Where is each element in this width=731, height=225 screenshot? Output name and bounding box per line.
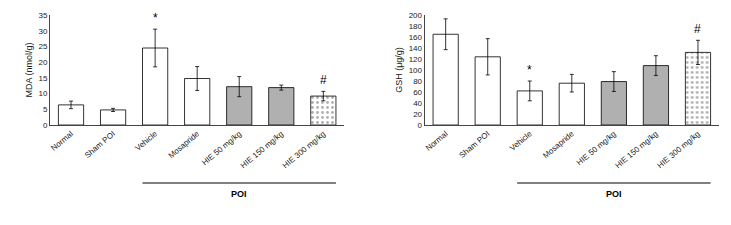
svg-text:180: 180 <box>409 22 423 31</box>
svg-text:HIE 50 mg/kg: HIE 50 mg/kg <box>575 129 618 167</box>
svg-text:25: 25 <box>38 42 47 51</box>
svg-text:Normal: Normal <box>424 129 450 153</box>
svg-text:140: 140 <box>409 44 423 53</box>
svg-text:#: # <box>694 22 701 36</box>
svg-text:POI: POI <box>231 189 247 199</box>
svg-text:160: 160 <box>409 33 423 42</box>
svg-text:*: * <box>153 11 158 25</box>
svg-text:60: 60 <box>413 88 422 97</box>
svg-text:POI: POI <box>606 189 622 199</box>
svg-text:Vehicle: Vehicle <box>133 129 159 153</box>
svg-text:20: 20 <box>38 58 47 67</box>
svg-text:30: 30 <box>38 27 47 36</box>
svg-text:80: 80 <box>413 77 422 86</box>
svg-text:35: 35 <box>38 11 47 20</box>
svg-text:15: 15 <box>38 74 47 83</box>
svg-text:GSH (μg/g): GSH (μg/g) <box>394 47 404 93</box>
svg-text:200: 200 <box>409 11 423 20</box>
svg-text:5: 5 <box>43 105 48 114</box>
svg-text:#: # <box>320 73 327 87</box>
svg-text:Sham POI: Sham POI <box>458 129 492 160</box>
svg-text:HIE 300 mg/kg: HIE 300 mg/kg <box>656 129 702 170</box>
svg-text:*: * <box>527 63 532 77</box>
svg-text:HIE 50 mg/kg: HIE 50 mg/kg <box>200 129 243 167</box>
svg-text:Vehicle: Vehicle <box>508 129 534 153</box>
svg-text:Normal: Normal <box>49 129 75 153</box>
svg-text:10: 10 <box>38 89 47 98</box>
svg-text:100: 100 <box>409 66 423 75</box>
svg-text:HIE 150 mg/kg: HIE 150 mg/kg <box>613 129 659 170</box>
svg-text:0: 0 <box>418 121 423 130</box>
svg-text:HIE 300 mg/kg: HIE 300 mg/kg <box>281 129 327 170</box>
svg-text:MDA (nmol/g): MDA (nmol/g) <box>24 42 34 97</box>
svg-text:20: 20 <box>413 110 422 119</box>
svg-text:Mosapride: Mosapride <box>167 129 202 160</box>
svg-text:0: 0 <box>43 121 48 130</box>
svg-text:Mosapride: Mosapride <box>541 129 576 160</box>
svg-text:40: 40 <box>413 99 422 108</box>
svg-text:HIE 150 mg/kg: HIE 150 mg/kg <box>239 129 285 170</box>
svg-text:Sham POI: Sham POI <box>83 129 117 160</box>
svg-text:120: 120 <box>409 55 423 64</box>
